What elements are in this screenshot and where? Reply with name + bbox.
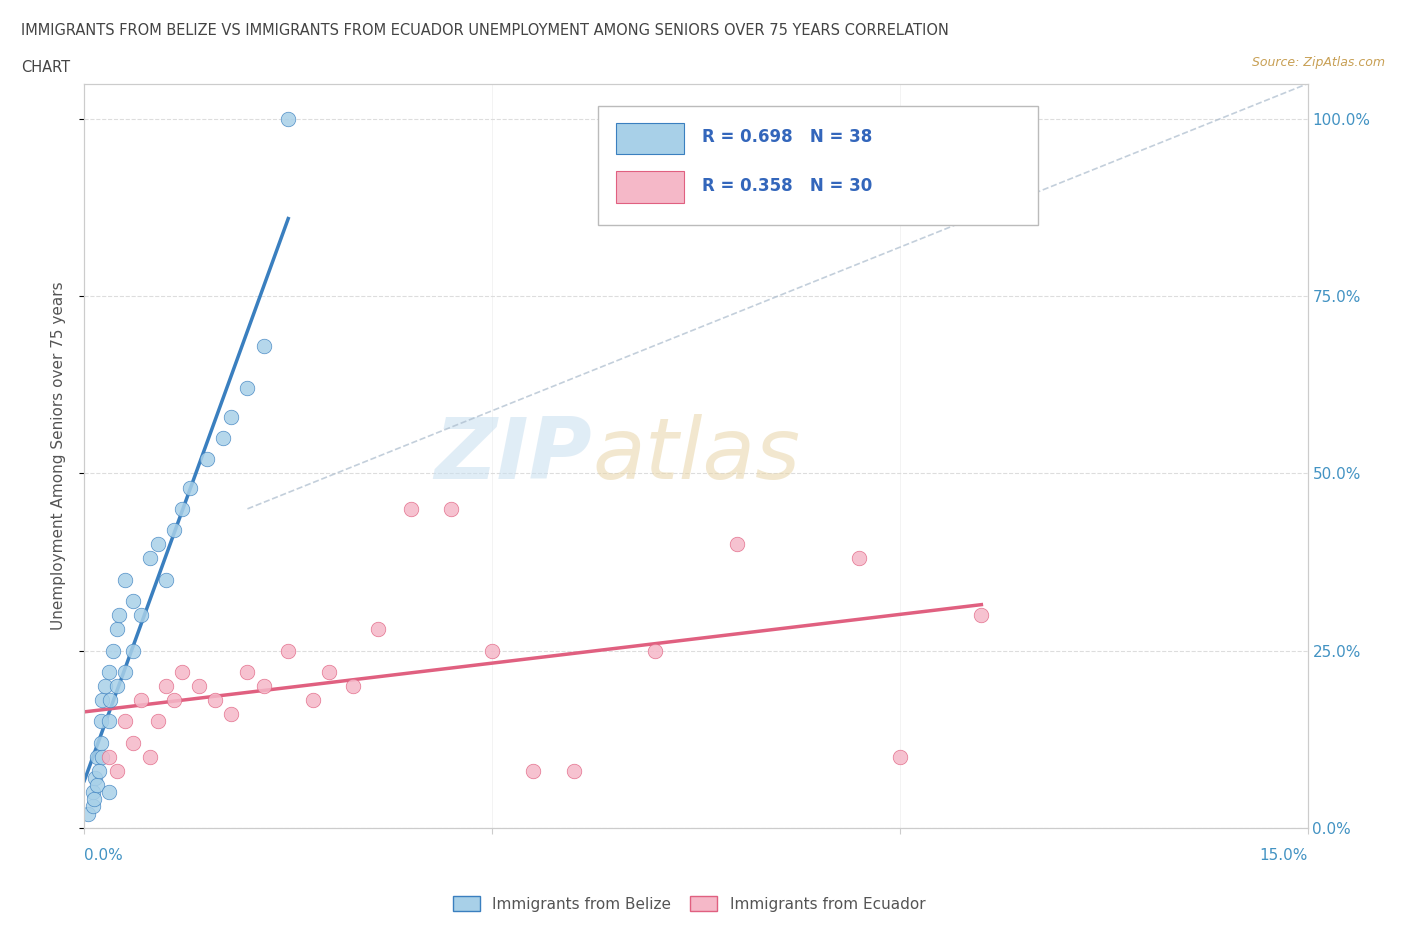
Point [83, 792, 105, 807]
Point [253, 679, 276, 694]
Point [87, 764, 110, 778]
Point [138, 750, 160, 764]
Point [277, 644, 299, 658]
Point [146, 714, 169, 729]
Point [187, 679, 209, 694]
Text: IMMIGRANTS FROM BELIZE VS IMMIGRANTS FROM ECUADOR UNEMPLOYMENT AMONG SENIORS OVE: IMMIGRANTS FROM BELIZE VS IMMIGRANTS FRO… [21, 23, 949, 38]
Point [204, 693, 226, 708]
Point [163, 523, 186, 538]
Point [848, 551, 870, 565]
Point [97, 785, 120, 800]
Point [122, 593, 145, 608]
Point [100, 693, 122, 708]
Point [105, 764, 128, 778]
Point [97, 750, 120, 764]
Point [195, 452, 218, 467]
Point [82, 799, 104, 814]
FancyBboxPatch shape [616, 123, 683, 154]
Point [399, 501, 422, 516]
Text: ZIP: ZIP [434, 414, 592, 498]
Point [84, 771, 107, 786]
Point [82, 785, 104, 800]
Point [440, 501, 463, 516]
Point [77, 806, 100, 821]
Point [131, 693, 153, 708]
Legend: Immigrants from Belize, Immigrants from Ecuador: Immigrants from Belize, Immigrants from … [447, 889, 931, 918]
Point [179, 480, 201, 495]
FancyBboxPatch shape [598, 106, 1039, 225]
Point [114, 664, 136, 679]
Text: atlas: atlas [592, 414, 800, 498]
Text: CHART: CHART [21, 60, 70, 75]
Point [86, 777, 108, 792]
Point [253, 339, 276, 353]
Point [101, 644, 124, 658]
Point [318, 664, 340, 679]
FancyBboxPatch shape [616, 171, 683, 203]
Text: 15.0%: 15.0% [1260, 848, 1308, 863]
Point [122, 644, 145, 658]
Point [90, 714, 112, 729]
Point [522, 764, 544, 778]
Point [481, 644, 503, 658]
Point [342, 679, 364, 694]
Point [236, 381, 259, 396]
Point [562, 764, 585, 778]
Point [172, 664, 194, 679]
Point [86, 750, 108, 764]
Point [97, 664, 120, 679]
Point [146, 537, 169, 551]
Point [725, 537, 748, 551]
Point [644, 644, 666, 658]
Point [90, 736, 112, 751]
Point [163, 693, 186, 708]
Point [107, 607, 129, 622]
Point [155, 572, 177, 587]
Point [97, 714, 120, 729]
Point [131, 607, 153, 622]
Text: 0.0%: 0.0% [84, 848, 124, 863]
Text: Source: ZipAtlas.com: Source: ZipAtlas.com [1251, 56, 1385, 69]
Point [236, 664, 259, 679]
Point [105, 679, 128, 694]
Point [367, 622, 389, 637]
Point [114, 714, 136, 729]
Text: R = 0.698   N = 38: R = 0.698 N = 38 [702, 128, 872, 146]
Point [172, 501, 194, 516]
Point [219, 707, 242, 722]
Point [301, 693, 323, 708]
Point [219, 409, 242, 424]
Point [91, 750, 114, 764]
Text: R = 0.358   N = 30: R = 0.358 N = 30 [702, 177, 872, 194]
Point [212, 431, 235, 445]
Point [91, 693, 114, 708]
Point [105, 622, 128, 637]
Point [93, 679, 117, 694]
Point [122, 736, 145, 751]
Point [155, 679, 177, 694]
Point [138, 551, 160, 565]
Point [114, 572, 136, 587]
Y-axis label: Unemployment Among Seniors over 75 years: Unemployment Among Seniors over 75 years [51, 282, 66, 630]
Point [970, 607, 993, 622]
Point [889, 750, 911, 764]
Point [277, 112, 299, 126]
